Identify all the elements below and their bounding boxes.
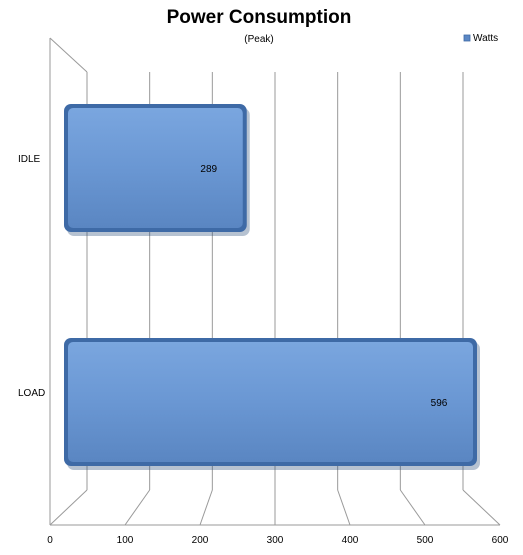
data-label: 596 <box>431 398 448 409</box>
gridline-floor <box>337 489 351 526</box>
bar-face <box>68 108 243 228</box>
bars: 289 596 <box>64 104 480 470</box>
legend: Watts <box>463 33 498 44</box>
x-tick-label: 300 <box>267 535 284 546</box>
x-tick-label: 200 <box>192 535 209 546</box>
legend-label: Watts <box>473 33 498 44</box>
gridline-floor <box>462 489 501 526</box>
bar-face <box>68 342 473 462</box>
category-label: IDLE <box>18 154 41 165</box>
category-label: LOAD <box>18 388 45 399</box>
gridline-floor <box>124 489 151 526</box>
bar-load: 596 <box>64 338 480 470</box>
x-tick-label: 0 <box>47 535 53 546</box>
chart-title: Power Consumption <box>167 7 352 28</box>
data-label: 289 <box>200 164 217 175</box>
gridline-floor <box>399 489 426 526</box>
x-tick-label: 400 <box>342 535 359 546</box>
gridline-floor <box>199 489 213 526</box>
x-tick-label: 100 <box>117 535 134 546</box>
bar-idle: 289 <box>64 104 250 236</box>
x-tick-label: 600 <box>492 535 509 546</box>
legend-swatch <box>463 34 471 42</box>
chart-subtitle: (Peak) <box>244 34 273 45</box>
gridline-floor <box>49 489 88 526</box>
category-labels: IDLE LOAD <box>18 154 45 399</box>
left-wall-top <box>49 37 88 73</box>
x-tick-label: 500 <box>417 535 434 546</box>
x-tick-labels: 0 100 200 300 400 500 600 <box>47 535 509 546</box>
